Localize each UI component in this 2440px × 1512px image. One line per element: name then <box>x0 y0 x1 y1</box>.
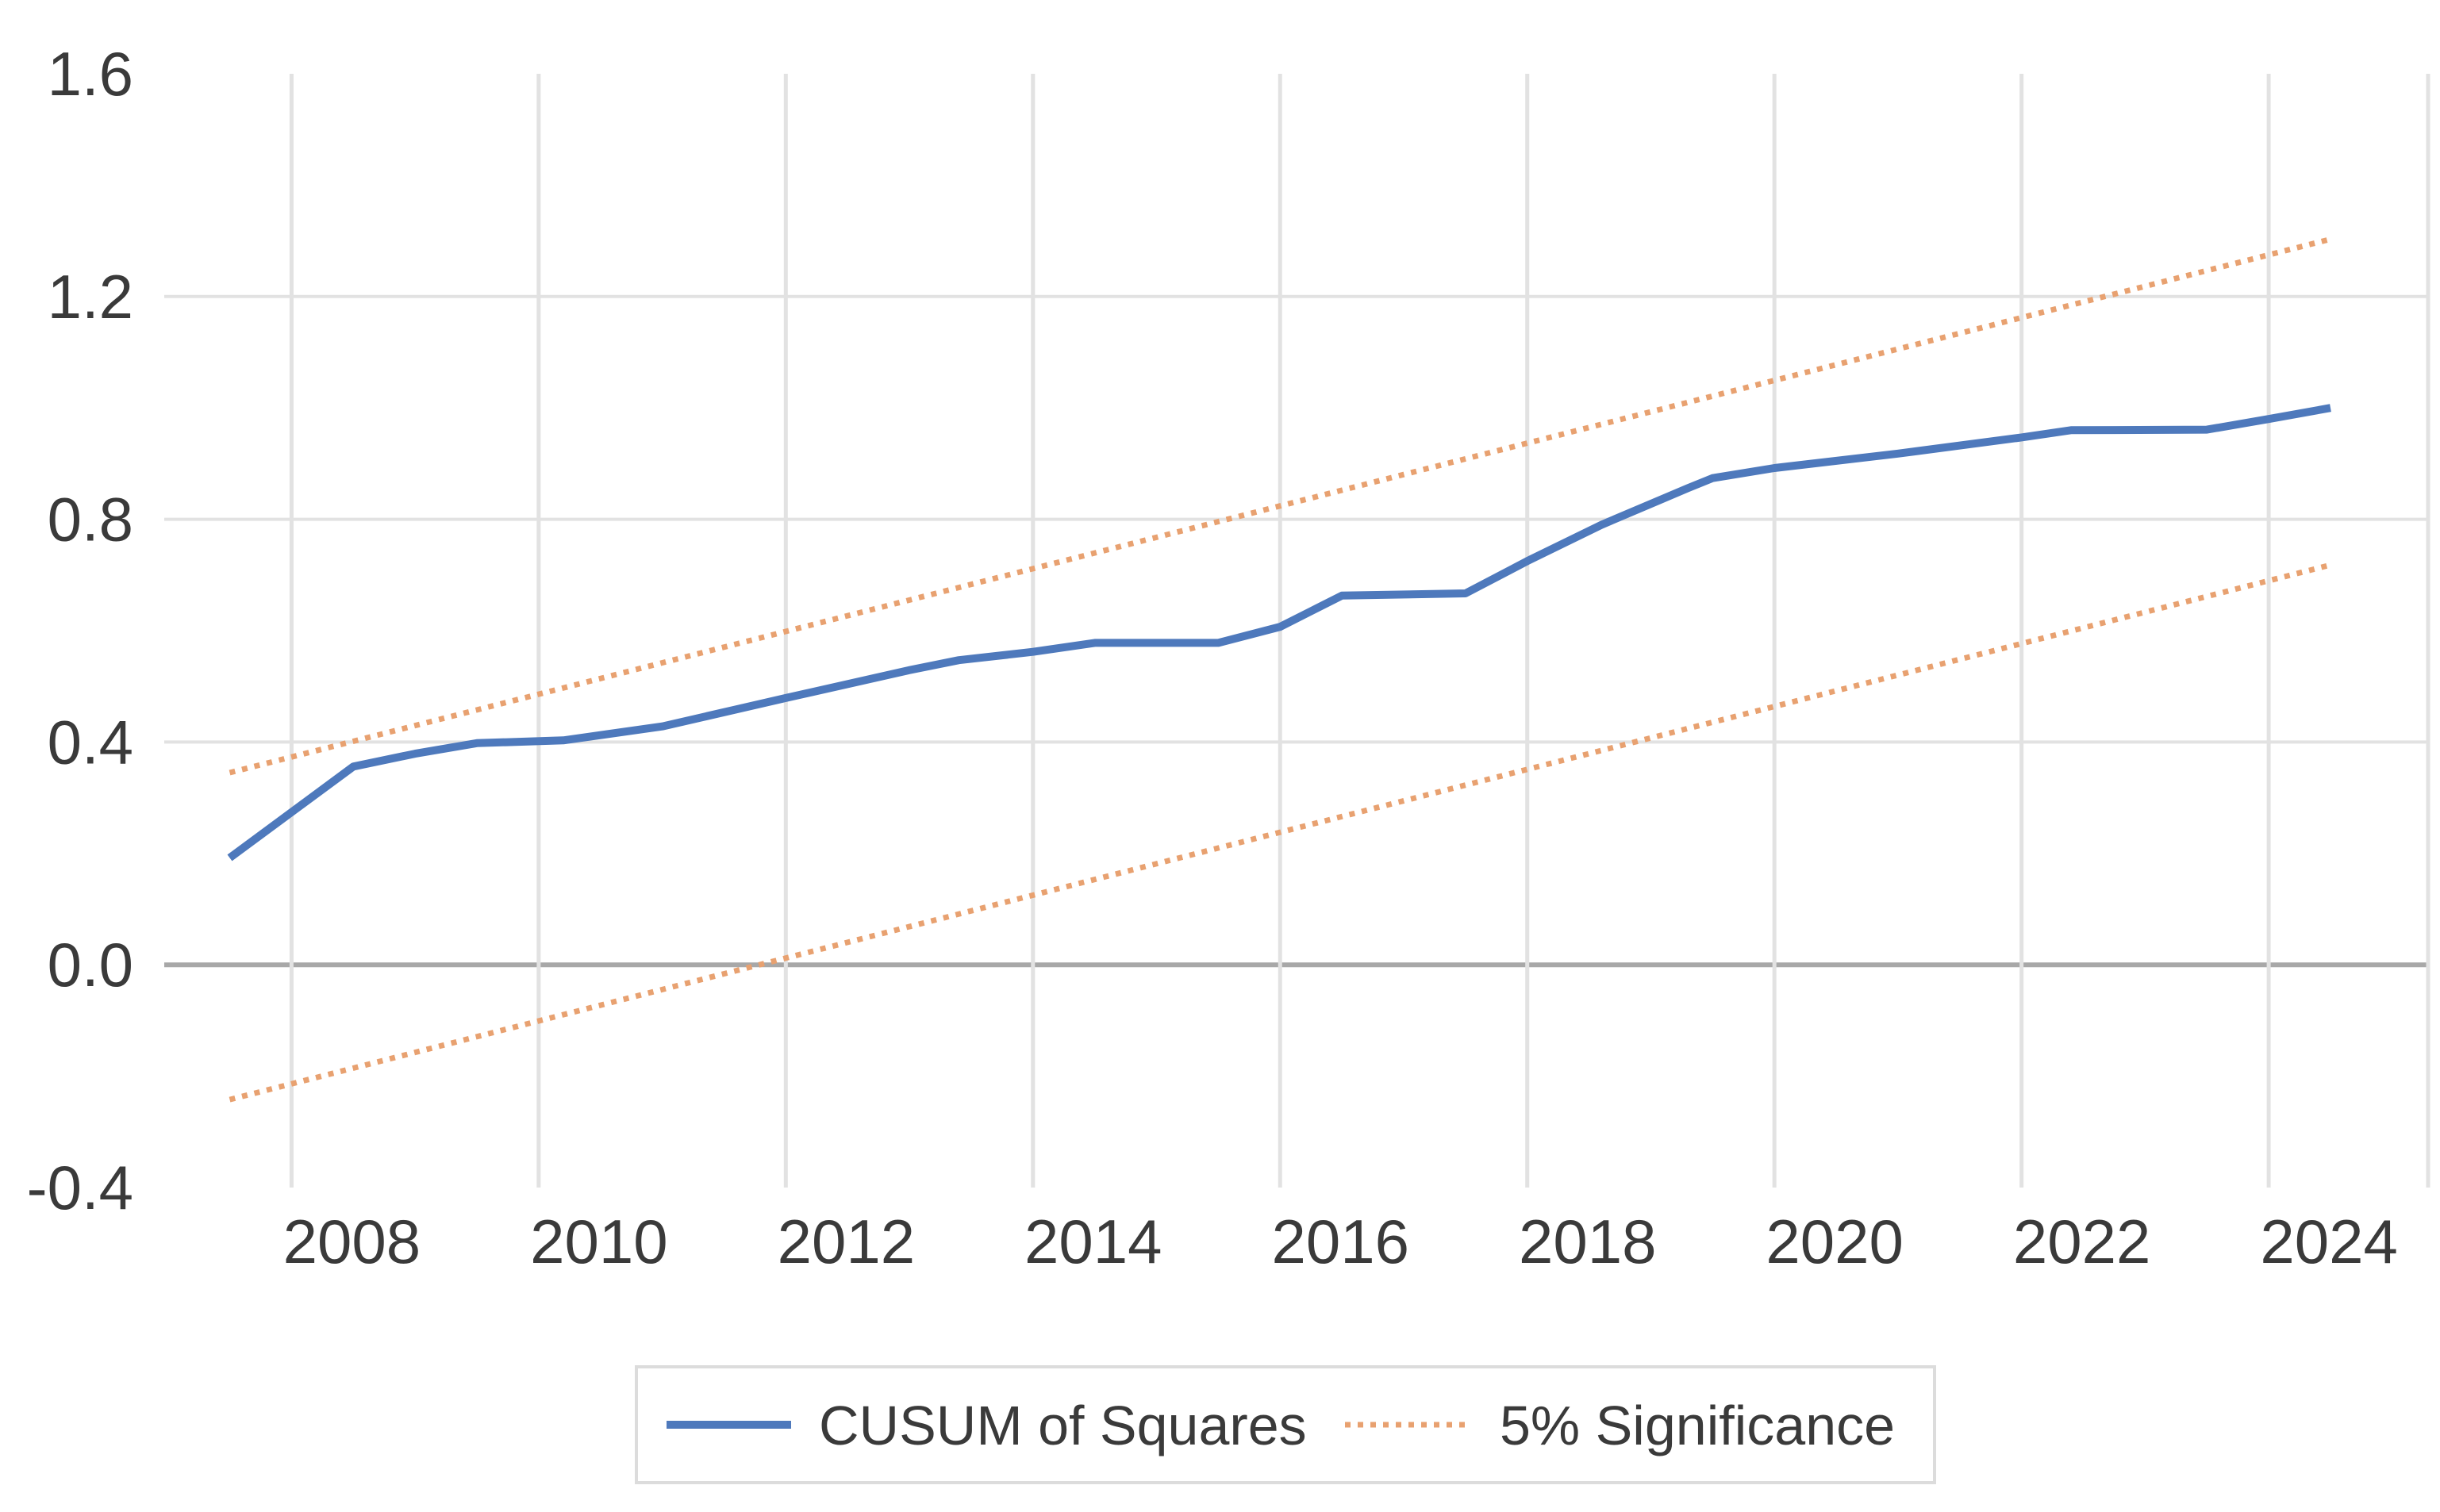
x-axis-tick-label: 2012 <box>778 1207 916 1276</box>
legend-item-label: 5% Significance <box>1500 1395 1895 1456</box>
series-5-significance-upper- <box>229 236 2331 776</box>
x-axis-tick-label: 2016 <box>1271 1207 1409 1276</box>
series-5-significance-lower- <box>229 562 2331 1103</box>
x-axis-tick-label: 2020 <box>1766 1207 1904 1276</box>
y-axis-tick-label: -0.4 <box>27 1153 133 1222</box>
y-axis-tick-label: 0.4 <box>48 707 133 777</box>
data-series-layer <box>227 236 2331 1103</box>
axis-labels-layer: 1.6 1.2 0.8 0.4 0.0 -0.4 2008 2010 2012 2014 2016 2… <box>27 39 2398 1276</box>
legend-item-label: CUSUM of Squares <box>819 1395 1307 1456</box>
gridlines-layer <box>164 74 2430 1188</box>
x-axis-tick-label: 2008 <box>283 1207 421 1276</box>
y-axis-tick-label: 1.6 <box>48 39 133 109</box>
x-axis-tick-label: 2018 <box>1519 1207 1657 1276</box>
x-axis-tick-label: 2022 <box>2013 1207 2151 1276</box>
series-cusum-of-squares <box>227 404 2331 862</box>
y-axis-tick-label: 1.2 <box>48 262 133 332</box>
legend-box <box>635 1365 1936 1484</box>
y-axis-tick-label: 0.0 <box>48 930 133 1000</box>
legend: CUSUM of Squares 5% Significance <box>635 1365 1936 1484</box>
x-axis-tick-label: 2014 <box>1024 1207 1162 1276</box>
x-axis-tick-label: 2024 <box>2260 1207 2398 1276</box>
x-axis-tick-label: 2010 <box>530 1207 668 1276</box>
y-axis-tick-label: 0.8 <box>48 485 133 555</box>
